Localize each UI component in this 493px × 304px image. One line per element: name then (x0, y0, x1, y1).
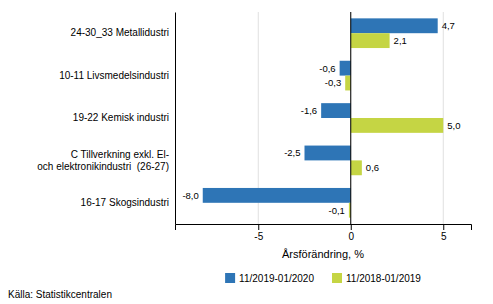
y-tick: 24-30_33 Metallidustri (71, 27, 169, 38)
bar (351, 18, 438, 33)
x-tick: -5 (254, 224, 263, 242)
plot: -5 0 5 16-17 Skogsindustri C Tillverkning ex… (37, 12, 471, 260)
data-label: -2,5 (284, 147, 300, 158)
y-tick-label: 19-22 Kemisk industri (73, 112, 169, 123)
data-label: -8,0 (182, 190, 198, 201)
data-label: -0,1 (329, 205, 345, 216)
series (203, 18, 438, 202)
legend-item: 11/2019-01/2020 (225, 273, 314, 284)
x-axis-line (176, 225, 472, 231)
x-axis: -5 0 5 (176, 224, 472, 242)
x-tick-mark (351, 224, 352, 230)
bar (351, 33, 390, 48)
legend: 11/2019-01/2020 11/2018-01/2019 (225, 273, 421, 284)
data-label: 4,7 (442, 20, 455, 31)
y-tick-label: 24-30_33 Metallidustri (71, 27, 169, 38)
x-tick-mark (443, 224, 444, 230)
data-label: 5,0 (447, 120, 460, 131)
x-tick: 0 (348, 224, 354, 242)
legend-item: 11/2018-01/2019 (332, 273, 421, 284)
grid-line (350, 12, 351, 224)
legend-label: 11/2019-01/2020 (239, 273, 314, 284)
y-tick: 19-22 Kemisk industri (73, 112, 169, 123)
y-tick-label: 16-17 Skogsindustri (81, 197, 169, 208)
x-tick-label: 5 (441, 231, 447, 242)
bar (321, 103, 351, 118)
bar (351, 118, 444, 133)
annotation: Källa: Statistikcentralen (8, 289, 112, 300)
y-tick-label: 10-11 Livsmedelsindustri (59, 70, 169, 81)
bar (305, 146, 351, 161)
y-tick-label-line: 10-11 Livsmedelsindustri (59, 70, 169, 81)
data-label: 0,6 (366, 162, 379, 173)
bar (351, 160, 362, 175)
x-tick-mark (258, 224, 259, 230)
data-label: -0,6 (319, 63, 335, 74)
data-label: -0,3 (325, 77, 341, 88)
legend-swatch (225, 273, 235, 283)
bar (345, 76, 351, 91)
y-tick-label-line: 24-30_33 Metallidustri (71, 27, 169, 38)
bar (340, 61, 351, 76)
legend-swatch (332, 273, 342, 283)
y-axis: 16-17 Skogsindustri C Tillverkning exkl. … (37, 13, 175, 225)
x-tick-label: -5 (254, 231, 263, 242)
legend-label: 11/2018-01/2019 (346, 273, 421, 284)
chart: -5 0 5 16-17 Skogsindustri C Tillverkning ex… (0, 0, 493, 304)
y-tick-label-line: C Tillverkning exkl. El- (71, 149, 169, 160)
y-tick-label-line: 16-17 Skogsindustri (81, 197, 169, 208)
bars (203, 18, 444, 217)
data-label: 2,1 (394, 35, 407, 46)
y-tick: 16-17 Skogsindustri (81, 197, 169, 208)
bar (203, 188, 351, 203)
data-label: -1,6 (301, 105, 317, 116)
x-tick-label: 0 (348, 231, 354, 242)
series (345, 33, 443, 217)
zero-line (350, 12, 351, 224)
y-tick-label-line: och elektronikindustri (26-27) (37, 161, 169, 172)
y-axis-line (175, 13, 176, 225)
x-axis-title: Årsförändring, % (282, 248, 364, 260)
x-tick: 5 (441, 224, 447, 242)
y-tick: 10-11 Livsmedelsindustri (59, 70, 169, 81)
data-labels: -8,0 -2,5 -1,6 -0,6 4,7 -0,1 0,6 5,0 -0,3 2,1 (182, 20, 460, 215)
y-tick-label-line: 19-22 Kemisk industri (73, 112, 169, 123)
y-tick-label: C Tillverkning exkl. El-och elektronikin… (37, 149, 169, 172)
y-tick: C Tillverkning exkl. El-och elektronikin… (37, 149, 169, 172)
